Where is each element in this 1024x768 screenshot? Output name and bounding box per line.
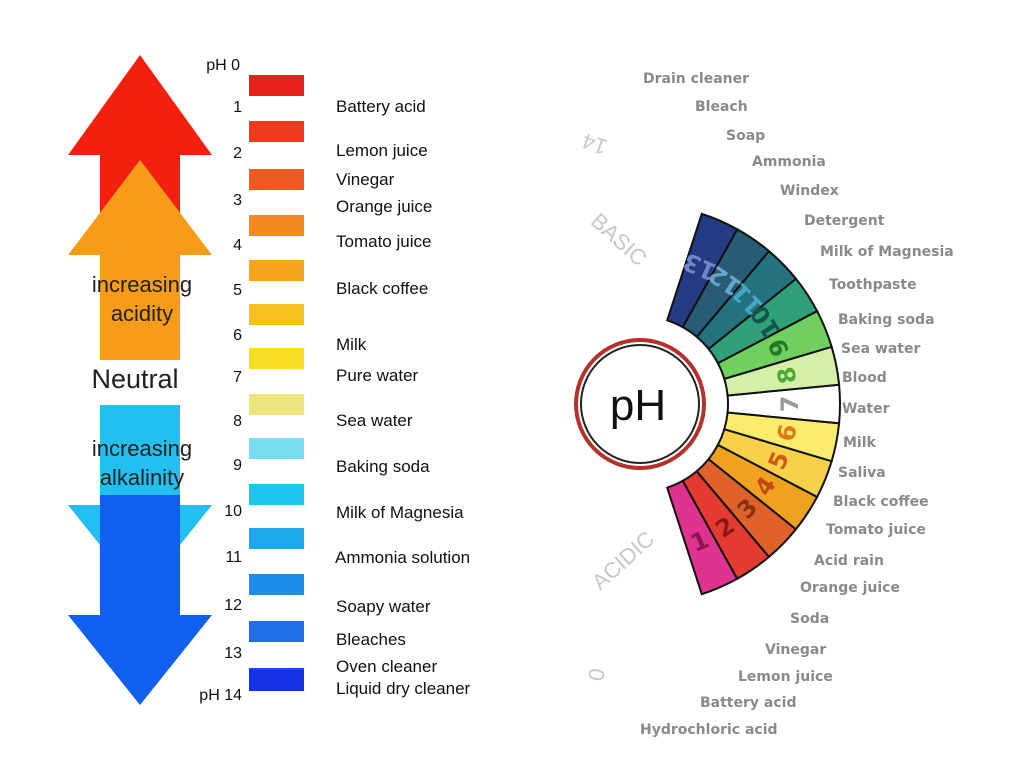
wheel-substance-label: Tomato juice [826, 522, 926, 538]
wheel-substance-label: Black coffee [833, 494, 929, 510]
basic-label: BASIC [586, 208, 652, 271]
substance-label: Ammonia solution [335, 548, 471, 567]
wheel-substance-label: Saliva [838, 465, 886, 481]
wheel-number-7: 7 [776, 396, 804, 413]
ph-level-number: 8 [233, 413, 242, 430]
ph-color-swatch [249, 670, 304, 691]
wheel-number-8: 8 [772, 364, 803, 386]
wheel-substance-label: Toothpaste [829, 277, 917, 293]
ph-color-swatch [249, 528, 304, 549]
wheel-substance-label: Vinegar [765, 642, 826, 658]
wheel-segments [665, 212, 841, 596]
wheel-substance-label: Blood [842, 370, 887, 386]
substance-label: Oven cleaner [336, 657, 438, 676]
wheel-substance-label: Bleach [695, 99, 748, 115]
ph-color-swatch [249, 438, 304, 459]
ph-level-number: 11 [225, 549, 242, 566]
ph-level-number: 12 [224, 597, 242, 614]
ph-color-swatch [249, 75, 304, 96]
substance-label: Vinegar [336, 170, 395, 189]
ph-color-swatch [249, 169, 304, 190]
wheel-substance-label: Hydrochloric acid [640, 722, 778, 738]
ph-level-number: 6 [233, 327, 242, 344]
substance-label: Orange juice [336, 197, 433, 216]
ph-color-swatch [249, 260, 304, 281]
ph-level-number: pH 0 [206, 57, 240, 74]
substance-label: Tomato juice [336, 232, 432, 251]
substance-label: Sea water [336, 411, 413, 430]
ph-level-number: 13 [224, 645, 242, 662]
acid-base-arrows [68, 55, 212, 705]
wheel-substance-label: Windex [780, 183, 839, 199]
wheel-number-6: 6 [772, 422, 803, 444]
substance-label: Baking soda [336, 457, 430, 476]
ph-level-number: 2 [233, 145, 242, 162]
ph-center-ring [574, 338, 706, 470]
blue-down-arrow [68, 495, 212, 705]
ph-level-number: 1 [233, 99, 242, 116]
orange-up-arrow [68, 160, 212, 360]
ph-color-swatch [249, 348, 304, 369]
wheel-substance-labels: Hydrochloric acid Battery acid Lemon juice… [640, 71, 954, 738]
wheel-substance-label: Soap [726, 128, 765, 144]
ph-level-number: 5 [233, 282, 242, 299]
acidity-line-2: acidity [110, 301, 174, 326]
ph-level-number: 3 [233, 192, 242, 209]
wheel-substance-label: Baking soda [838, 312, 935, 328]
substance-label: Bleaches [336, 630, 406, 649]
wheel-substance-label: Acid rain [814, 553, 884, 569]
scale-zero-label: 0 [583, 666, 610, 682]
wheel-substance-label: Water [842, 401, 890, 417]
wheel-substance-label: Ammonia [752, 154, 826, 170]
increasing-acidity-label: increasing acidity [60, 270, 224, 328]
wheel-substance-label: Lemon juice [738, 669, 833, 685]
wheel-substance-label: Drain cleaner [643, 71, 749, 87]
ph-color-swatch [249, 304, 304, 325]
neutral-label: Neutral [91, 364, 179, 394]
wheel-substance-label: Soda [790, 611, 829, 627]
wheel-substance-label: Milk of Magnesia [820, 244, 954, 260]
ph-color-swatch [249, 121, 304, 142]
ph-level-number: 7 [233, 369, 242, 386]
substance-label: Liquid dry cleaner [336, 679, 471, 698]
wheel-substance-label: Orange juice [800, 580, 900, 596]
ph-color-swatch [249, 574, 304, 595]
wheel-substance-label: Detergent [804, 213, 885, 229]
ph-color-swatch [249, 484, 304, 505]
alkalinity-line-2: alkalinity [99, 465, 185, 490]
ph-scale-panel: increasing acidity Neutral increasing al… [60, 55, 471, 705]
ph-level-number: 4 [233, 237, 242, 254]
wheel-substance-label: Milk [843, 435, 877, 451]
ph-color-swatch [249, 215, 304, 236]
substance-label: Lemon juice [336, 141, 428, 160]
substance-label: Pure water [336, 366, 419, 385]
ph-center-label: pH [610, 381, 666, 430]
ph-level-number: pH 14 [199, 687, 242, 704]
wheel-segment-13 [665, 212, 739, 329]
substance-label: Battery acid [336, 97, 426, 116]
ph-center-ring-inner [580, 344, 700, 464]
substance-label: Black coffee [336, 279, 429, 298]
ph-level-number: 10 [224, 503, 242, 520]
ph-color-swatch [249, 621, 304, 642]
acidity-line-1: increasing [91, 272, 193, 297]
substance-label: Soapy water [336, 597, 431, 616]
substance-label: Milk [336, 335, 367, 354]
substance-label: Milk of Magnesia [336, 503, 464, 522]
increasing-alkalinity-label: increasing alkalinity [60, 434, 224, 492]
alkalinity-line-1: increasing [91, 436, 193, 461]
wheel-substance-label: Sea water [841, 341, 920, 357]
ph-level-number: 9 [233, 457, 242, 474]
wheel-substance-label: Battery acid [700, 695, 796, 711]
acidic-label: ACIDIC [587, 526, 659, 595]
ph-color-swatch [249, 394, 304, 415]
scale-fourteen-label: 14 [579, 128, 611, 160]
